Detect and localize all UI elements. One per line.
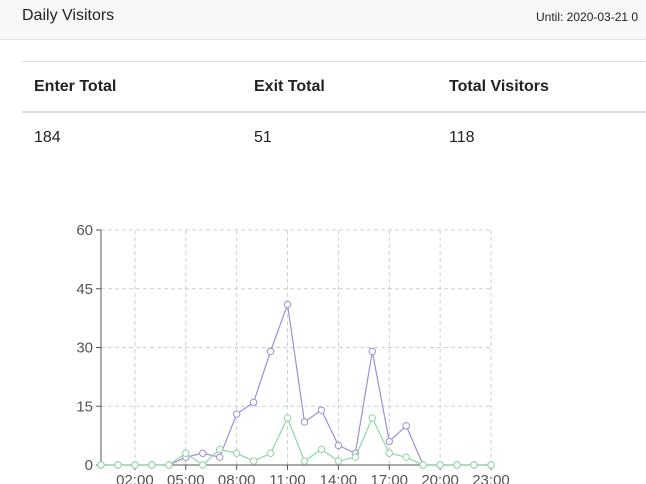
table-header-row: Enter Total Exit Total Total Visitors xyxy=(22,61,646,113)
data-point xyxy=(114,461,122,469)
data-point xyxy=(266,347,275,356)
total-visitors-header: Total Visitors xyxy=(449,78,549,95)
data-point xyxy=(385,437,393,446)
table-row: 184 51 118 xyxy=(22,113,646,163)
exit-total-value: 51 xyxy=(254,129,272,146)
y-tick-label: 15 xyxy=(76,398,93,415)
y-tick-label: 60 xyxy=(76,222,93,239)
until-date: Until: 2020-03-21 0 xyxy=(536,10,639,24)
data-point xyxy=(232,410,241,418)
series-line-2 xyxy=(101,416,491,466)
data-point xyxy=(334,457,343,465)
data-point xyxy=(317,406,326,414)
data-point xyxy=(351,453,360,461)
data-point xyxy=(131,461,139,469)
data-point xyxy=(182,449,190,457)
enter-total-header: Enter Total xyxy=(34,78,117,95)
card-header: Daily Visitors Until: 2020-03-21 0 xyxy=(0,0,646,40)
data-point xyxy=(249,457,258,465)
data-point xyxy=(402,422,410,430)
data-point xyxy=(402,453,410,461)
data-point xyxy=(283,414,292,422)
data-point xyxy=(385,449,393,457)
data-point xyxy=(97,461,105,469)
data-point xyxy=(453,461,461,469)
data-point xyxy=(148,461,156,469)
data-point xyxy=(487,461,495,469)
x-tick-label: 14:00 xyxy=(320,472,358,484)
data-point xyxy=(199,449,207,457)
data-point xyxy=(232,449,241,457)
data-point xyxy=(317,445,326,454)
x-tick-label: 02:00 xyxy=(116,472,154,484)
data-point xyxy=(283,300,292,309)
data-point xyxy=(368,347,377,356)
x-tick-label: 05:00 xyxy=(167,472,205,484)
card-title: Daily Visitors xyxy=(22,7,115,24)
data-point xyxy=(334,441,343,450)
data-point xyxy=(368,414,377,422)
x-tick-label: 23:00 xyxy=(472,472,510,484)
data-point xyxy=(215,453,224,461)
data-point xyxy=(266,449,275,457)
total-visitors-value: 118 xyxy=(449,129,475,146)
x-tick-label: 20:00 xyxy=(421,472,459,484)
data-point xyxy=(249,398,258,407)
data-point xyxy=(165,461,173,469)
data-point xyxy=(300,418,309,426)
x-tick-label: 11:00 xyxy=(269,472,305,484)
enter-total-value: 184 xyxy=(34,129,61,146)
x-tick-label: 17:00 xyxy=(370,472,408,484)
data-point xyxy=(419,461,427,469)
y-tick-label: 30 xyxy=(76,340,93,357)
data-point xyxy=(436,461,444,469)
data-point xyxy=(199,461,207,469)
data-point xyxy=(300,457,309,465)
y-tick-label: 0 xyxy=(85,457,93,474)
data-point xyxy=(215,445,224,454)
x-tick-label: 08:00 xyxy=(218,472,256,484)
totals-table: Enter Total Exit Total Total Visitors 18… xyxy=(22,61,646,163)
y-tick-label: 45 xyxy=(76,281,93,298)
exit-total-header: Exit Total xyxy=(254,78,325,95)
data-point xyxy=(470,461,478,469)
